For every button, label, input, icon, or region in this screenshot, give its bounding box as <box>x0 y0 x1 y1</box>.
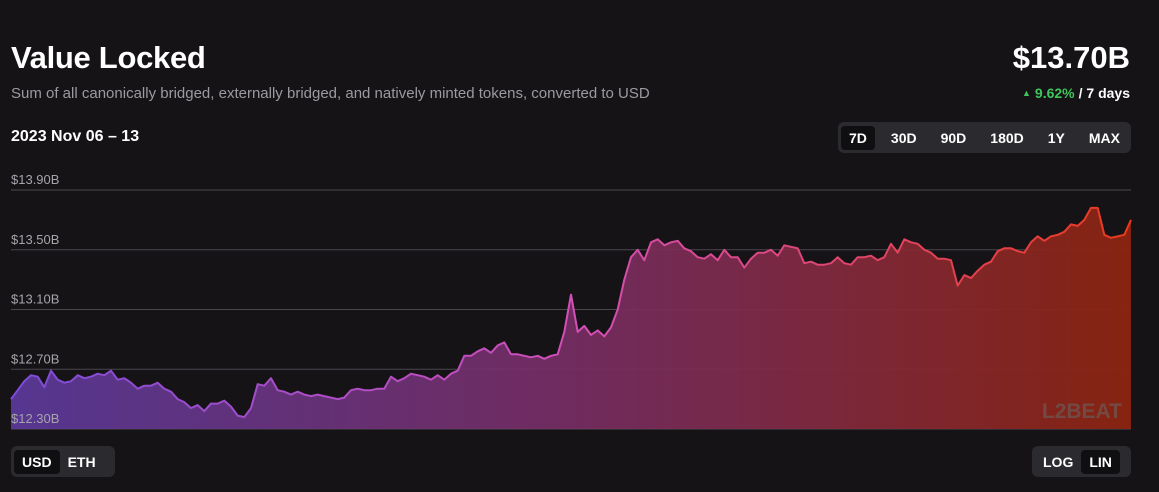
usd-button[interactable]: USD <box>14 449 60 474</box>
date-range: 2023 Nov 06 – 13 <box>11 128 140 145</box>
timeframe-1y-button[interactable]: 1Y <box>1047 129 1065 146</box>
timeframe-30d-button[interactable]: 30D <box>890 129 917 146</box>
y-axis-labels: $12.30B $12.70B $13.10B $13.50B $13.90B <box>11 172 59 426</box>
change-period: / 7 days <box>1078 85 1130 101</box>
y-tick-label: $13.10B <box>11 292 59 307</box>
log-button[interactable]: LOG <box>1043 453 1074 470</box>
series-area <box>11 207 1131 429</box>
timeframe-90d-button[interactable]: 90D <box>940 129 967 146</box>
y-tick-label: $13.50B <box>11 232 59 247</box>
page-subtitle: Sum of all canonically bridged, external… <box>11 85 650 102</box>
series-line <box>10 206 1132 419</box>
timeframe-selector: 7D 30D 90D 180D 1Y MAX <box>838 122 1131 153</box>
timeframe-180d-button[interactable]: 180D <box>990 129 1024 146</box>
caret-up-icon: ▲ <box>1022 88 1031 98</box>
l2beat-watermark: L2BEAT <box>1042 400 1122 423</box>
eth-button[interactable]: ETH <box>67 453 96 470</box>
tvl-chart: $12.30B $12.70B $13.10B $13.50B $13.90B L2BE… <box>10 172 1132 430</box>
lin-button[interactable]: LIN <box>1081 449 1120 474</box>
timeframe-7d-button[interactable]: 7D <box>841 125 875 150</box>
y-tick-label: $13.90B <box>11 172 59 187</box>
unit-toggle: USD ETH <box>11 446 115 477</box>
scale-toggle: LOG LIN <box>1032 446 1131 477</box>
change-percent: 9.62% <box>1034 85 1075 101</box>
change-indicator: ▲ 9.62% / 7 days <box>1022 85 1130 101</box>
page-title: Value Locked <box>11 40 206 75</box>
y-tick-label: $12.30B <box>11 411 59 426</box>
total-value: $13.70B <box>1012 40 1130 75</box>
timeframe-max-button[interactable]: MAX <box>1088 129 1120 146</box>
y-tick-label: $12.70B <box>11 351 59 366</box>
